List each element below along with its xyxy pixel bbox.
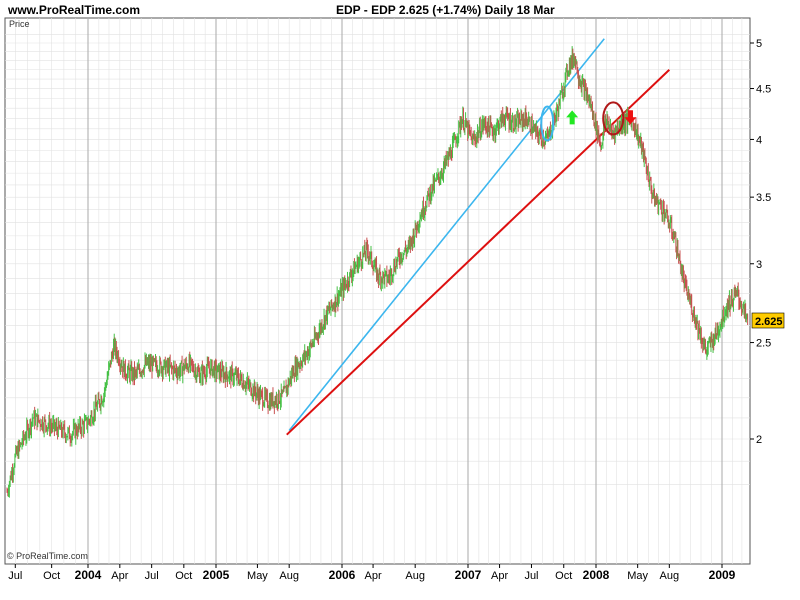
price-series <box>6 46 749 498</box>
red-ellipse-marker <box>602 101 625 136</box>
y-tick-label: 3 <box>756 259 762 271</box>
x-tick-label: Aug <box>405 570 425 582</box>
x-tick-label: Apr <box>491 570 508 582</box>
x-tick-label: 2009 <box>709 568 736 582</box>
arrow-up-icon <box>566 110 579 125</box>
y-axis-label: Price <box>9 19 30 29</box>
arrow-down-icon <box>624 110 637 125</box>
x-tick-label: Jul <box>8 570 22 582</box>
x-tick-label: Apr <box>365 570 382 582</box>
y-tick-label: 3.5 <box>756 192 771 204</box>
x-tick-label: Apr <box>111 570 128 582</box>
annotations <box>540 101 637 142</box>
blue-trendline <box>288 38 605 431</box>
x-tick-label: Oct <box>175 570 192 582</box>
y-tick-label: 4.5 <box>756 84 771 96</box>
blue-ellipse-marker <box>540 105 555 142</box>
chart-title: EDP - EDP 2.625 (+1.74%) Daily 18 Mar <box>336 3 555 17</box>
x-tick-label: Aug <box>279 570 299 582</box>
last-price-value: 2.625 <box>755 316 783 328</box>
y-axis: 2 2.5 3 3.5 4 4.5 5 <box>750 38 771 446</box>
x-axis: Jul Oct 2004 Apr Jul Oct 2005 May Aug 2006 Apr Aug 2… <box>8 564 736 582</box>
x-tick-label: May <box>627 570 648 582</box>
y-tick-label: 2.5 <box>756 338 771 350</box>
copyright-text: © ProRealTime.com <box>7 551 88 561</box>
x-tick-label: Oct <box>555 570 572 582</box>
x-tick-label: Aug <box>660 570 680 582</box>
plot-frame <box>4 17 751 565</box>
x-tick-label: Jul <box>145 570 159 582</box>
x-tick-label: 2006 <box>329 568 356 582</box>
y-tick-label: 2 <box>756 434 762 446</box>
x-tick-label: 2004 <box>75 568 102 582</box>
x-tick-label: May <box>247 570 268 582</box>
x-tick-label: Jul <box>524 570 538 582</box>
x-tick-label: Oct <box>43 570 60 582</box>
x-tick-label: 2005 <box>203 568 230 582</box>
last-price-badge: 2.625 <box>751 312 785 329</box>
y-tick-label: 5 <box>756 38 762 50</box>
x-tick-label: 2007 <box>455 568 482 582</box>
x-tick-label: 2008 <box>583 568 610 582</box>
site-label[interactable]: www.ProRealTime.com <box>7 3 140 17</box>
y-tick-label: 4 <box>756 134 762 146</box>
last-price-box <box>751 312 785 329</box>
